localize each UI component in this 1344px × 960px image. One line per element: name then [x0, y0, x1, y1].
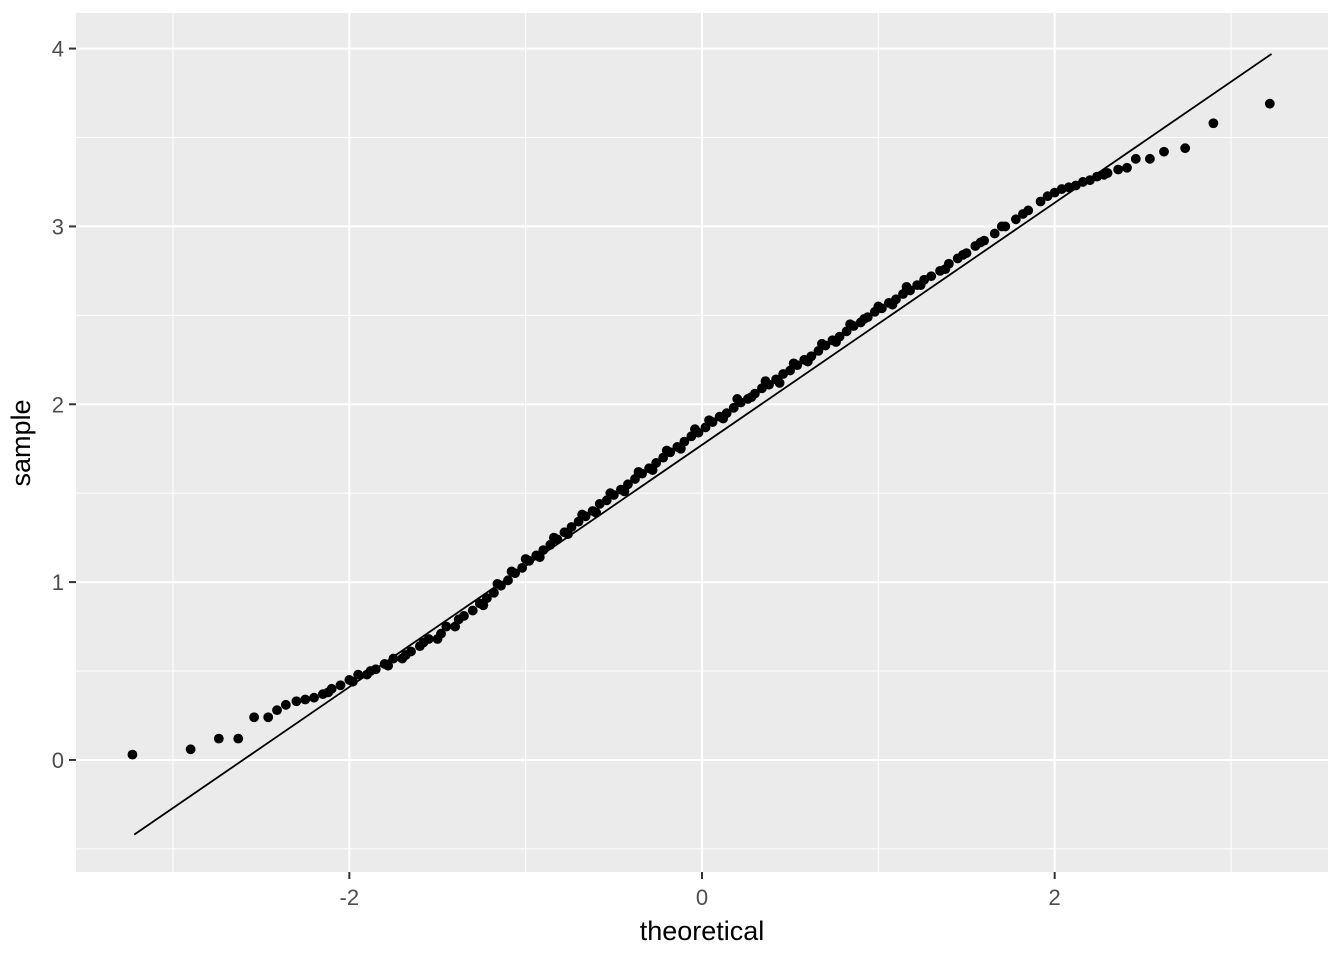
y-axis-title: sample: [6, 399, 36, 486]
y-tick-label: 2: [52, 392, 64, 417]
x-axis-title: theoretical: [640, 916, 765, 946]
data-point: [347, 676, 358, 687]
data-point: [623, 479, 633, 490]
data-point: [792, 360, 803, 371]
data-point: [1130, 153, 1141, 164]
data-point: [524, 555, 535, 566]
data-point: [774, 378, 785, 388]
data-point: [693, 427, 704, 438]
data-point: [580, 511, 591, 522]
data-point: [517, 562, 528, 573]
data-point: [1010, 214, 1021, 225]
data-point: [651, 458, 662, 468]
data-point: [489, 587, 499, 598]
data-point: [326, 683, 337, 694]
data-point: [1144, 153, 1155, 164]
data-point: [300, 694, 311, 705]
data-point: [213, 733, 224, 744]
axis-tick-labels: -2 0 2 0 1 2 3 4: [52, 37, 1061, 910]
data-point: [679, 436, 690, 447]
grid-major-lines: [76, 13, 1328, 872]
data-point: [665, 447, 676, 458]
x-tick-label: 0: [696, 885, 708, 910]
y-tick-label: 4: [52, 37, 64, 62]
data-point: [423, 634, 434, 644]
data-point: [383, 660, 394, 671]
data-point: [1122, 162, 1132, 173]
data-point: [272, 705, 282, 716]
data-point: [263, 712, 274, 723]
data-point: [608, 490, 619, 500]
data-point: [1208, 118, 1219, 129]
data-point: [862, 312, 873, 323]
data-point: [943, 258, 954, 269]
data-point: [496, 580, 506, 591]
data-point: [370, 664, 381, 675]
data-point: [249, 712, 260, 723]
data-point: [979, 235, 990, 246]
y-tick-label: 1: [52, 570, 64, 595]
scatter-points: [127, 98, 1275, 760]
data-point: [481, 593, 492, 604]
x-tick-label: 2: [1049, 885, 1061, 910]
data-point: [1023, 205, 1034, 216]
y-tick-label: 3: [52, 214, 64, 239]
data-point: [566, 522, 577, 532]
data-point: [353, 669, 364, 680]
data-point: [406, 646, 416, 657]
data-point: [637, 468, 647, 479]
data-point: [1180, 143, 1191, 154]
data-point: [1102, 168, 1113, 178]
data-point: [961, 248, 972, 258]
data-point: [127, 749, 138, 760]
axis-tick-marks: [69, 47, 1056, 879]
data-point: [552, 534, 563, 545]
data-point: [707, 417, 718, 427]
data-point: [233, 733, 244, 744]
x-tick-label: -2: [340, 885, 360, 910]
data-point: [1159, 146, 1169, 157]
data-point: [436, 628, 446, 639]
data-point: [280, 699, 291, 710]
data-point: [764, 379, 774, 390]
data-point: [510, 568, 520, 579]
data-point: [291, 696, 302, 707]
data-point: [441, 621, 452, 632]
data-point: [806, 351, 817, 362]
data-point: [891, 294, 901, 305]
data-point: [926, 271, 937, 282]
data-point: [834, 331, 845, 342]
data-point: [820, 340, 831, 351]
data-point: [1035, 196, 1046, 207]
data-point: [721, 408, 732, 419]
data-point: [728, 402, 739, 413]
data-point: [989, 228, 1000, 239]
data-point: [309, 692, 319, 703]
data-point: [185, 744, 196, 755]
data-point: [503, 575, 513, 586]
data-point: [750, 388, 760, 399]
data-point: [538, 545, 549, 555]
data-point: [905, 285, 915, 296]
data-point: [1000, 221, 1011, 232]
data-point: [591, 507, 602, 518]
data-point: [876, 303, 887, 314]
data-point: [1113, 164, 1124, 175]
data-point: [459, 611, 469, 621]
data-point: [467, 605, 478, 616]
data-point: [388, 653, 399, 664]
data-point: [335, 680, 346, 691]
data-point: [1264, 98, 1275, 109]
y-tick-label: 0: [52, 748, 64, 773]
